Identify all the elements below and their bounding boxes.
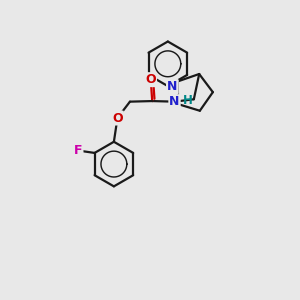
Text: H: H bbox=[183, 94, 193, 107]
Text: N: N bbox=[167, 80, 178, 93]
Text: F: F bbox=[74, 144, 82, 157]
Text: O: O bbox=[146, 73, 156, 86]
Text: O: O bbox=[112, 112, 123, 124]
Text: N: N bbox=[167, 80, 178, 93]
Text: N: N bbox=[169, 95, 180, 108]
